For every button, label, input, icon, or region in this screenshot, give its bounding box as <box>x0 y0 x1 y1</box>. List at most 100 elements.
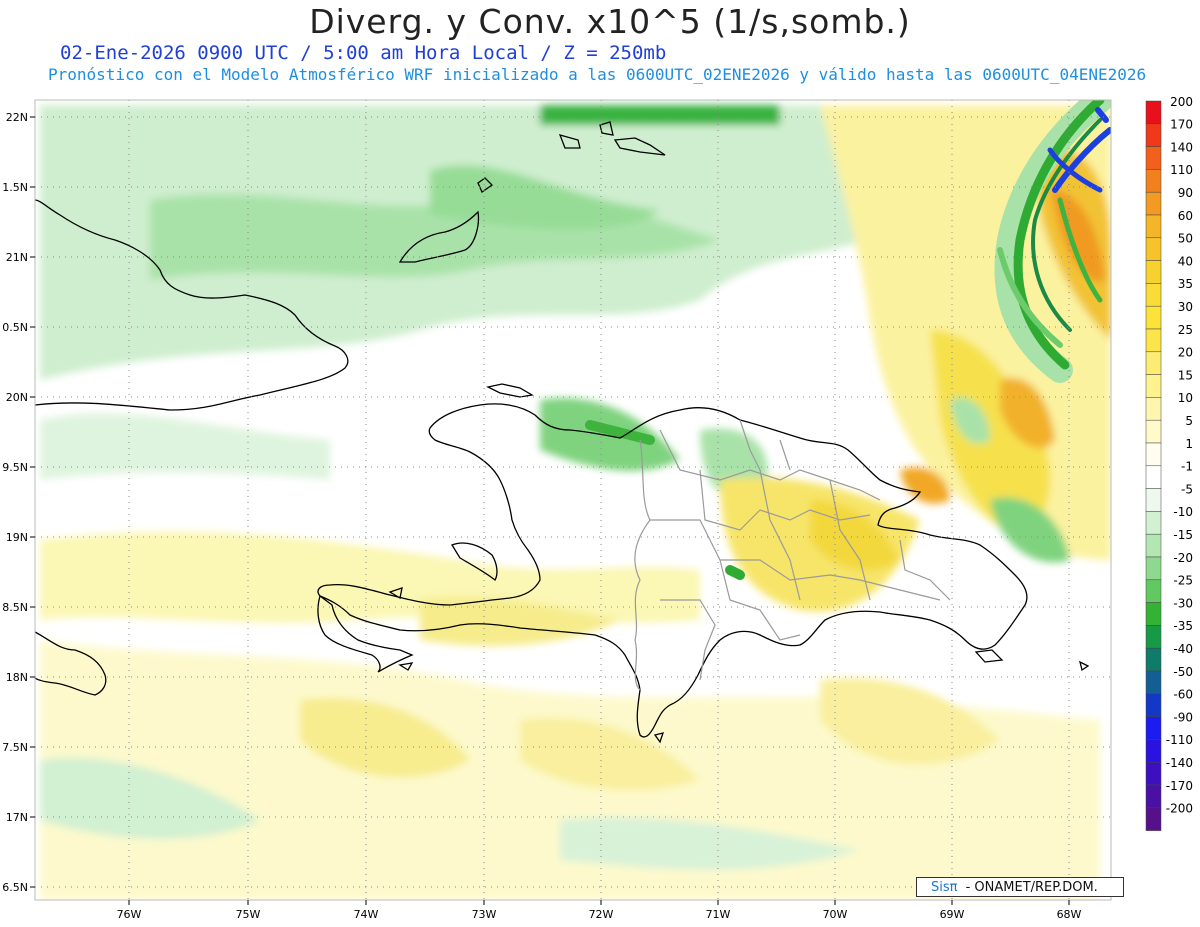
colorbar-swatch <box>1145 397 1162 421</box>
colorbar-label: -30 <box>1173 596 1193 610</box>
colorbar-swatch <box>1145 784 1162 809</box>
lon-label: 76W <box>117 908 142 921</box>
colorbar-swatch <box>1145 374 1162 398</box>
colorbar-label: 60 <box>1178 209 1193 223</box>
colorbar-label: 170 <box>1170 118 1193 132</box>
colorbar-swatch <box>1145 511 1162 535</box>
lat-label: 19N <box>6 531 28 544</box>
colorbar-label: -140 <box>1166 756 1193 770</box>
graticule <box>35 100 1111 900</box>
lon-label: 69W <box>940 908 965 921</box>
colorbar-swatch <box>1145 191 1162 216</box>
colorbar-swatch <box>1145 693 1162 717</box>
lon-label: 70W <box>823 908 848 921</box>
colorbar-swatch <box>1145 602 1162 626</box>
colorbar-label: 110 <box>1170 163 1193 177</box>
colorbar-label: 1 <box>1185 437 1193 451</box>
colorbar-swatch <box>1145 670 1162 695</box>
colorbar-label: -35 <box>1173 619 1193 633</box>
colorbar-swatch <box>1145 123 1162 147</box>
colorbar-label: 25 <box>1178 323 1193 337</box>
colorbar-label: -40 <box>1173 642 1193 656</box>
colorbar-swatch <box>1145 260 1162 284</box>
colorbar-label: -1 <box>1181 460 1193 474</box>
valid-time-subtitle: 02-Ene-2026 0900 UTC / 5:00 am Hora Loca… <box>60 42 667 64</box>
lat-label: 17N <box>6 811 28 824</box>
lon-label: 75W <box>236 908 261 921</box>
lon-label: 74W <box>354 908 379 921</box>
attribution-badge: Sisπ - ONAMET/REP.DOM. <box>916 877 1124 897</box>
lon-label: 73W <box>472 908 497 921</box>
colorbar-label: 90 <box>1178 186 1193 200</box>
lon-label: 72W <box>589 908 614 921</box>
colorbar-label: -90 <box>1173 710 1193 724</box>
coastlines <box>35 121 1090 744</box>
colorbar-label: 5 <box>1185 414 1193 428</box>
colorbar-swatch <box>1145 465 1162 489</box>
colorbar-swatch <box>1145 100 1162 125</box>
lat-label: 0.5N <box>2 321 28 334</box>
colorbar-swatch <box>1145 237 1162 261</box>
colorbar-swatch <box>1145 647 1162 672</box>
colorbar-swatch <box>1145 169 1162 193</box>
colorbar-swatch <box>1145 761 1162 786</box>
lat-label: 22N <box>6 111 28 124</box>
colorbar-swatch <box>1145 328 1162 353</box>
colorbar-swatch <box>1145 488 1162 512</box>
colorbar-label: -20 <box>1173 551 1193 565</box>
axis-ticks <box>30 116 1070 905</box>
colorbar-label: 35 <box>1178 277 1193 291</box>
province-borders <box>634 419 951 691</box>
colorbar-label: -60 <box>1173 688 1193 702</box>
colorbar-swatch <box>1145 556 1162 581</box>
colorbar: 200 170 140 110 90 60 50 40 35 30 25 20 15 10 5 1 -1 -5 -1… <box>1145 95 1193 831</box>
colorbar-swatch <box>1145 739 1162 763</box>
colorbar-swatch <box>1145 283 1162 307</box>
colorbar-swatch <box>1145 305 1162 330</box>
colorbar-label: 20 <box>1178 346 1193 360</box>
lat-label: 8.5N <box>2 601 28 614</box>
colorbar-swatch <box>1145 533 1162 558</box>
colorbar-label: -15 <box>1173 528 1193 542</box>
colorbar-label: -10 <box>1173 505 1193 519</box>
attribution-text: - ONAMET/REP.DOM. <box>961 880 1098 895</box>
map-title: Diverg. y Conv. x10^5 (1/s,somb.) <box>309 2 911 41</box>
colorbar-swatch <box>1145 625 1162 649</box>
colorbar-label: 15 <box>1178 368 1193 382</box>
colorbar-label: 10 <box>1178 391 1193 405</box>
model-run-subtitle: Pronóstico con el Modelo Atmosférico WRF… <box>48 65 1147 84</box>
latitude-labels: 22N 1.5N 21N 0.5N 20N 9.5N 19N 8.5N 18N … <box>2 111 28 894</box>
colorbar-label: -110 <box>1166 733 1193 747</box>
colorbar-label: -5 <box>1181 482 1193 496</box>
colorbar-label: 40 <box>1178 254 1193 268</box>
colorbar-swatch <box>1145 807 1162 831</box>
lat-label: 18N <box>6 671 28 684</box>
colorbar-swatch <box>1145 579 1162 603</box>
colorbar-swatch <box>1145 214 1162 239</box>
colorbar-label: 140 <box>1170 140 1193 154</box>
sispi-logo: Sisπ <box>931 880 958 895</box>
lat-label: 1.5N <box>2 181 28 194</box>
lon-label: 68W <box>1057 908 1082 921</box>
colorbar-swatch <box>1145 442 1162 467</box>
colorbar-label: -200 <box>1166 802 1193 816</box>
lon-label: 71W <box>706 908 731 921</box>
colorbar-swatch <box>1145 419 1162 444</box>
colorbar-swatch <box>1145 716 1162 740</box>
plot-frame <box>34 99 1112 901</box>
colorbar-swatch <box>1145 146 1162 170</box>
lat-label: 7.5N <box>2 741 28 754</box>
colorbar-label: 200 <box>1170 95 1193 109</box>
colorbar-label: 30 <box>1178 300 1193 314</box>
lat-label: 9.5N <box>2 461 28 474</box>
longitude-labels: 76W 75W 74W 73W 72W 71W 70W 69W 68W <box>117 908 1082 921</box>
colorbar-label: -25 <box>1173 574 1193 588</box>
colorbar-label: -50 <box>1173 665 1193 679</box>
shaded-field <box>35 100 1111 900</box>
colorbar-label: -170 <box>1166 779 1193 793</box>
lat-label: 6.5N <box>2 881 28 894</box>
colorbar-swatch <box>1145 351 1162 375</box>
lat-label: 20N <box>6 391 28 404</box>
colorbar-label: 50 <box>1178 232 1193 246</box>
